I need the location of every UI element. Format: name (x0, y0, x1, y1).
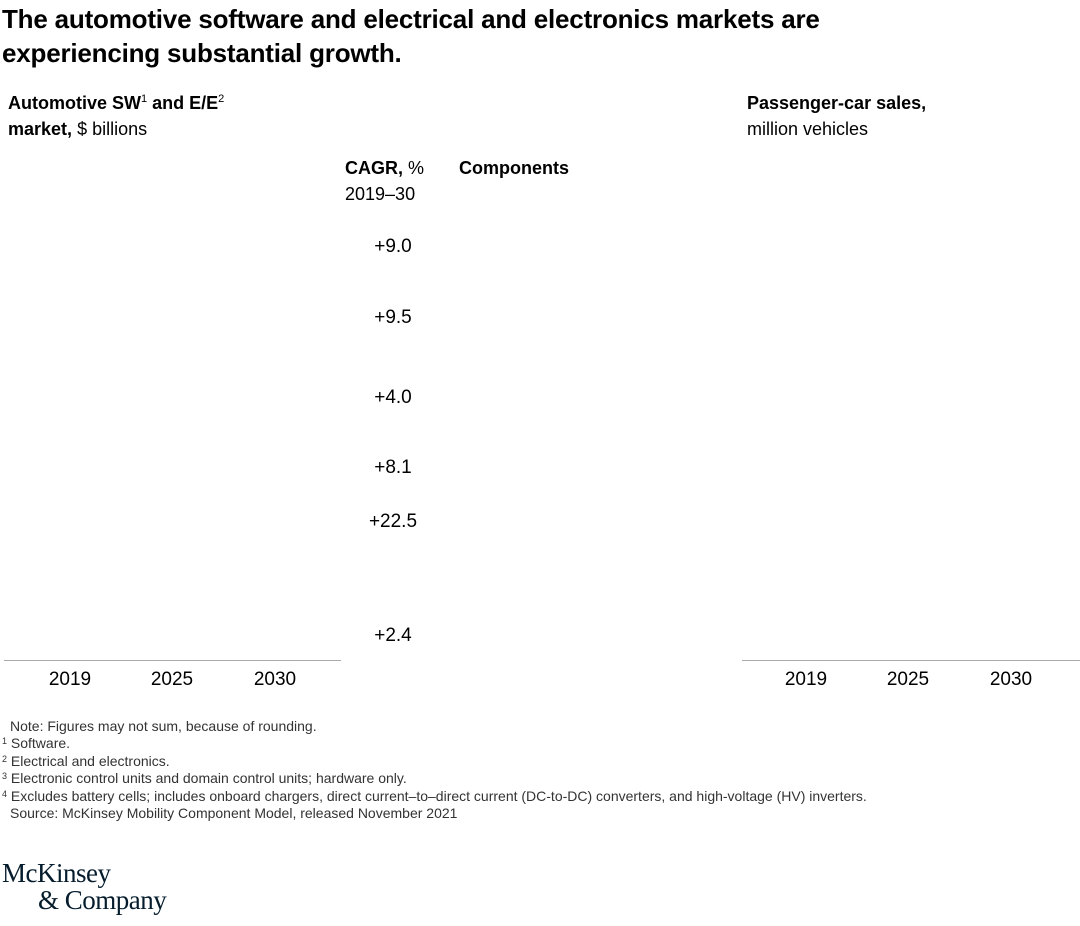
footnote: Source: McKinsey Mobility Component Mode… (10, 805, 457, 823)
footnote-text: Electrical and electronics. (10, 752, 170, 769)
footnote-text: Excludes battery cells; includes onboard… (10, 787, 867, 804)
footnote: 4 Excludes battery cells; includes onboa… (2, 788, 867, 806)
left-heading: Automotive SW1 and E/E2 market, $ billio… (8, 90, 224, 142)
logo-line: McKinsey (2, 858, 111, 888)
logo-line: & Company (38, 885, 167, 915)
unit: % (408, 158, 425, 178)
cagr-heading: CAGR, % 2019–30 (345, 155, 424, 207)
cagr-value: +22.5 (368, 511, 418, 532)
year-label: 2030 (253, 669, 297, 690)
heading-text: Automotive SW (8, 93, 141, 113)
heading-text: CAGR, (345, 158, 403, 178)
footnote: 1 Software. (2, 735, 70, 753)
year-label: 2019 (48, 669, 92, 690)
year-label: 2025 (150, 669, 194, 690)
heading-text: Components (459, 158, 569, 178)
cagr-value: +4.0 (374, 387, 412, 408)
right-heading: Passenger-car sales, million vehicles (747, 90, 926, 142)
footnote-text: Note: Figures may not sum, because of ro… (10, 718, 317, 734)
cagr-value: +2.4 (374, 625, 412, 646)
cagr-value: +8.1 (374, 457, 412, 478)
heading-text: market, (8, 119, 73, 139)
footnote-marker: 3 (2, 771, 8, 782)
footnote-text: Source: McKinsey Mobility Component Mode… (10, 805, 458, 821)
year-label: 2019 (784, 669, 828, 690)
footnote-marker: 4 (2, 788, 8, 799)
footnote: 3 Electronic control units and domain co… (2, 770, 407, 788)
baseline (4, 660, 341, 661)
year-label: 2025 (886, 669, 930, 690)
baseline (742, 660, 1080, 661)
period: 2019–30 (345, 184, 416, 204)
title: The automotive software and electrical a… (2, 4, 820, 68)
cagr-value: +9.5 (374, 307, 412, 328)
footnote: Note: Figures may not sum, because of ro… (10, 718, 317, 736)
footnote-marker: 1 (141, 93, 148, 105)
footnote-text: Software. (10, 735, 71, 752)
unit: $ billions (77, 119, 148, 139)
cagr-value: +9.0 (374, 236, 412, 257)
footnote-marker: 2 (2, 753, 8, 764)
year-label: 2030 (989, 669, 1033, 690)
footnote: 2 Electrical and electronics. (2, 753, 170, 771)
footnote-marker: 2 (218, 93, 225, 105)
heading-text: Passenger-car sales, (747, 93, 927, 113)
unit: million vehicles (747, 119, 869, 139)
footnote-text: Electronic control units and domain cont… (10, 770, 407, 787)
heading-text: and E/E (152, 93, 219, 113)
components-heading: Components (459, 155, 569, 181)
footnote-marker: 1 (2, 736, 8, 747)
